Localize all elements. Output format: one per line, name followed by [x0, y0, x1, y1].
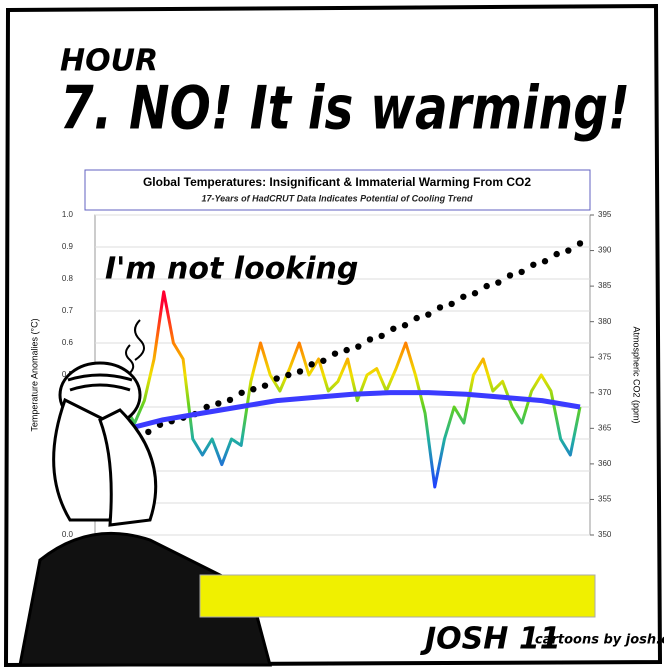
y2-tick-label: 365 — [598, 423, 612, 432]
co2-dot — [413, 314, 420, 322]
y2-tick-label: 360 — [598, 459, 612, 468]
y2-tick-label: 370 — [598, 388, 612, 397]
co2-dot — [483, 282, 490, 290]
co2-dot — [460, 293, 467, 300]
chart-title-box — [84, 169, 591, 211]
temperature-line — [123, 290, 582, 489]
chart-subtitle: 17-Years of HadCRUT Data Indicates Poten… — [201, 193, 473, 203]
co2-dot — [331, 350, 339, 357]
co2-dot — [285, 371, 292, 379]
co2-dot — [355, 343, 362, 350]
chart-title: Global Temperatures: Insignificant & Imm… — [143, 175, 531, 189]
co2-dot — [471, 290, 479, 297]
co2-dot — [518, 268, 525, 276]
credit: cartoons by josh.com — [535, 633, 664, 648]
co2-dot — [506, 272, 514, 279]
character — [18, 361, 272, 667]
header-small: HOUR — [60, 44, 158, 79]
co2-dot — [530, 261, 537, 268]
y2-tick-label: 385 — [598, 281, 612, 290]
y2-tick-label: 375 — [598, 352, 612, 361]
co2-dot — [226, 396, 234, 404]
y-tick-label: 0.9 — [62, 242, 74, 251]
worry-lines — [125, 319, 145, 377]
co2-dot — [296, 368, 304, 375]
co2-dot — [390, 325, 397, 332]
co2-dot — [238, 389, 245, 396]
note-box — [199, 574, 596, 618]
y2-tick-label: 350 — [598, 530, 612, 539]
co2-dot — [378, 332, 385, 340]
y-tick-label: 0.6 — [62, 338, 74, 347]
co2-dot — [541, 258, 549, 265]
co2-dot — [145, 428, 152, 436]
co2-dot — [565, 247, 572, 254]
speech: I'm not looking — [105, 252, 358, 287]
trend-line — [124, 390, 581, 432]
co2-dot — [203, 403, 210, 411]
co2-dot — [576, 240, 584, 247]
co2-dot — [425, 311, 432, 318]
plot: 0.00.10.20.30.40.50.60.70.80.91.03503553… — [62, 210, 612, 539]
y-tick-label: 0.8 — [62, 274, 74, 283]
y-tick-label: 0.7 — [62, 306, 74, 315]
y2-tick-label: 395 — [598, 210, 612, 219]
co2-dot — [250, 386, 257, 393]
y2-axis-label: Atmospheric CO2 (ppm) — [632, 326, 642, 423]
signature: JOSH 11 — [420, 622, 561, 657]
co2-dot — [308, 361, 315, 368]
y2-tick-label: 355 — [598, 495, 612, 504]
y-tick-label: 1.0 — [62, 210, 74, 219]
y2-tick-label: 380 — [598, 317, 612, 326]
y-tick-label: 0.0 — [62, 530, 74, 539]
co2-dot — [553, 250, 560, 258]
co2-dot — [366, 336, 374, 343]
co2-dot — [401, 322, 409, 329]
co2-dot — [436, 304, 444, 311]
co2-dot — [261, 382, 269, 389]
co2-dot — [320, 357, 327, 364]
header: 7. NO! It is warming! — [60, 74, 630, 144]
co2-dot — [343, 346, 350, 354]
y2-tick-label: 390 — [598, 246, 612, 255]
y-axis-label: Temperature Anomalies (°C) — [29, 318, 39, 431]
co2-dot — [448, 300, 455, 308]
co2-dot — [215, 400, 222, 407]
co2-dot — [495, 279, 502, 286]
co2-dot — [273, 375, 280, 382]
